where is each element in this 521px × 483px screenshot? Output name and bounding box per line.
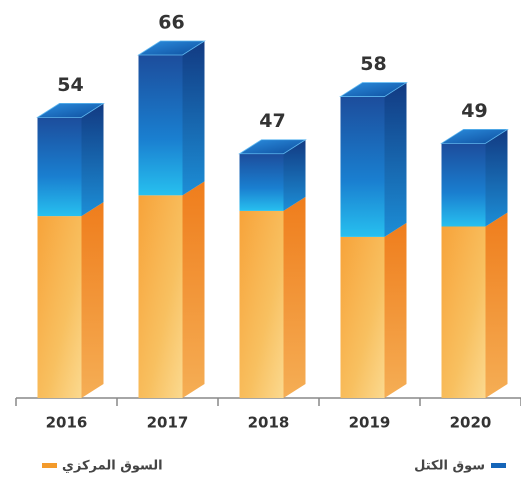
bar-cap — [440, 128, 509, 144]
legend-swatch — [491, 463, 506, 468]
bar-segment — [239, 139, 306, 211]
bar-cap — [238, 139, 307, 155]
legend-label: سوق الكتل — [414, 459, 485, 474]
x-tick-label: 2017 — [147, 414, 189, 432]
total-label: 49 — [461, 100, 487, 122]
bar-segment — [340, 82, 407, 237]
total-label: 66 — [158, 12, 184, 34]
bar-segment — [37, 103, 104, 217]
total-label: 54 — [57, 74, 83, 96]
total-label: 58 — [360, 53, 386, 75]
bar-segment — [340, 222, 407, 398]
legend-label: السوق المركزي — [62, 459, 163, 474]
bar-cap — [137, 40, 206, 56]
x-tick-label: 2020 — [450, 414, 492, 432]
bar-cap — [339, 82, 408, 97]
total-label: 47 — [259, 110, 285, 132]
legend-swatch — [42, 463, 57, 468]
x-tick-label: 2016 — [46, 414, 88, 432]
bar-segment — [441, 129, 508, 227]
bar-segment — [138, 181, 205, 398]
x-tick-label: 2018 — [248, 414, 290, 432]
bar-segment — [441, 212, 508, 398]
bar-cap — [36, 102, 105, 118]
x-tick-label: 2019 — [349, 414, 391, 432]
bar-segment — [138, 41, 205, 196]
bar-segment — [37, 202, 104, 398]
bar-segment — [239, 196, 306, 398]
